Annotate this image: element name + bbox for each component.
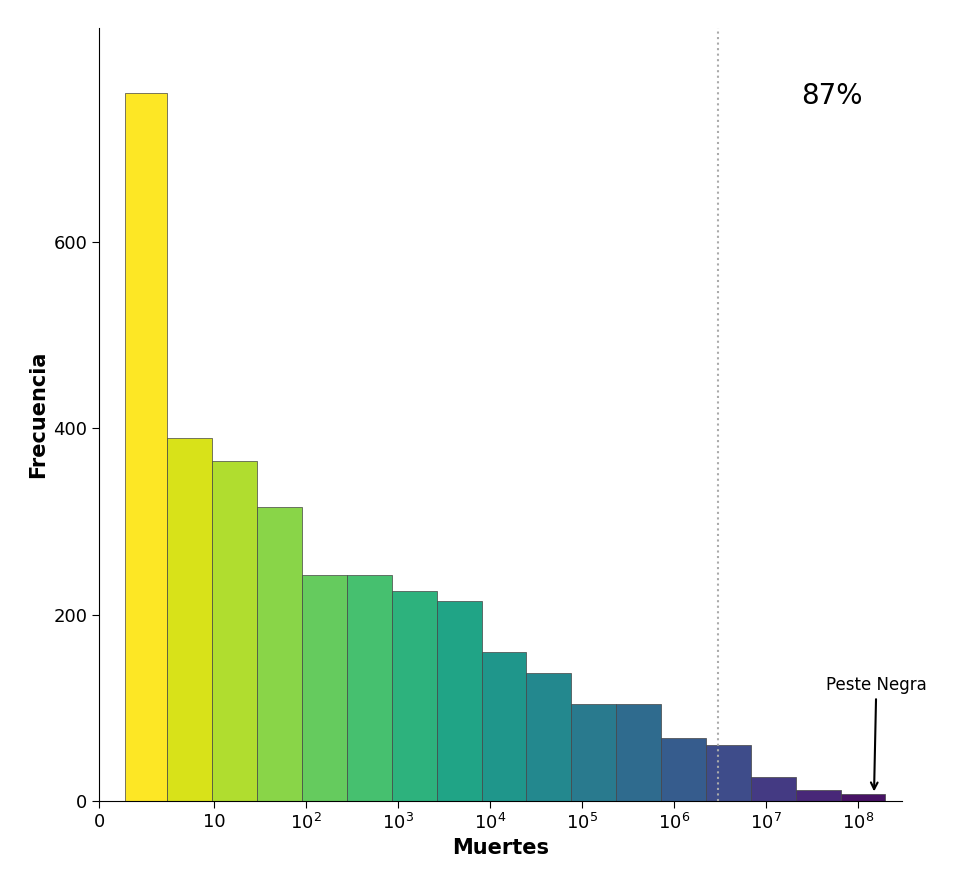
Bar — [526, 673, 571, 801]
Bar — [661, 738, 706, 801]
Bar — [482, 652, 526, 801]
Bar — [796, 789, 841, 801]
Bar — [616, 703, 661, 801]
Bar — [125, 93, 167, 801]
Text: 87%: 87% — [802, 82, 863, 110]
Text: Peste Negra: Peste Negra — [826, 676, 926, 789]
Bar — [392, 591, 437, 801]
Bar — [841, 794, 885, 801]
X-axis label: Muertes: Muertes — [452, 838, 549, 859]
Y-axis label: Frecuencia: Frecuencia — [28, 351, 48, 478]
Bar — [167, 438, 212, 801]
Bar — [571, 703, 616, 801]
Bar — [437, 601, 482, 801]
Bar — [347, 575, 392, 801]
Bar — [302, 575, 347, 801]
Bar — [212, 461, 257, 801]
Bar — [706, 745, 751, 801]
Bar — [257, 508, 302, 801]
Bar — [751, 778, 796, 801]
